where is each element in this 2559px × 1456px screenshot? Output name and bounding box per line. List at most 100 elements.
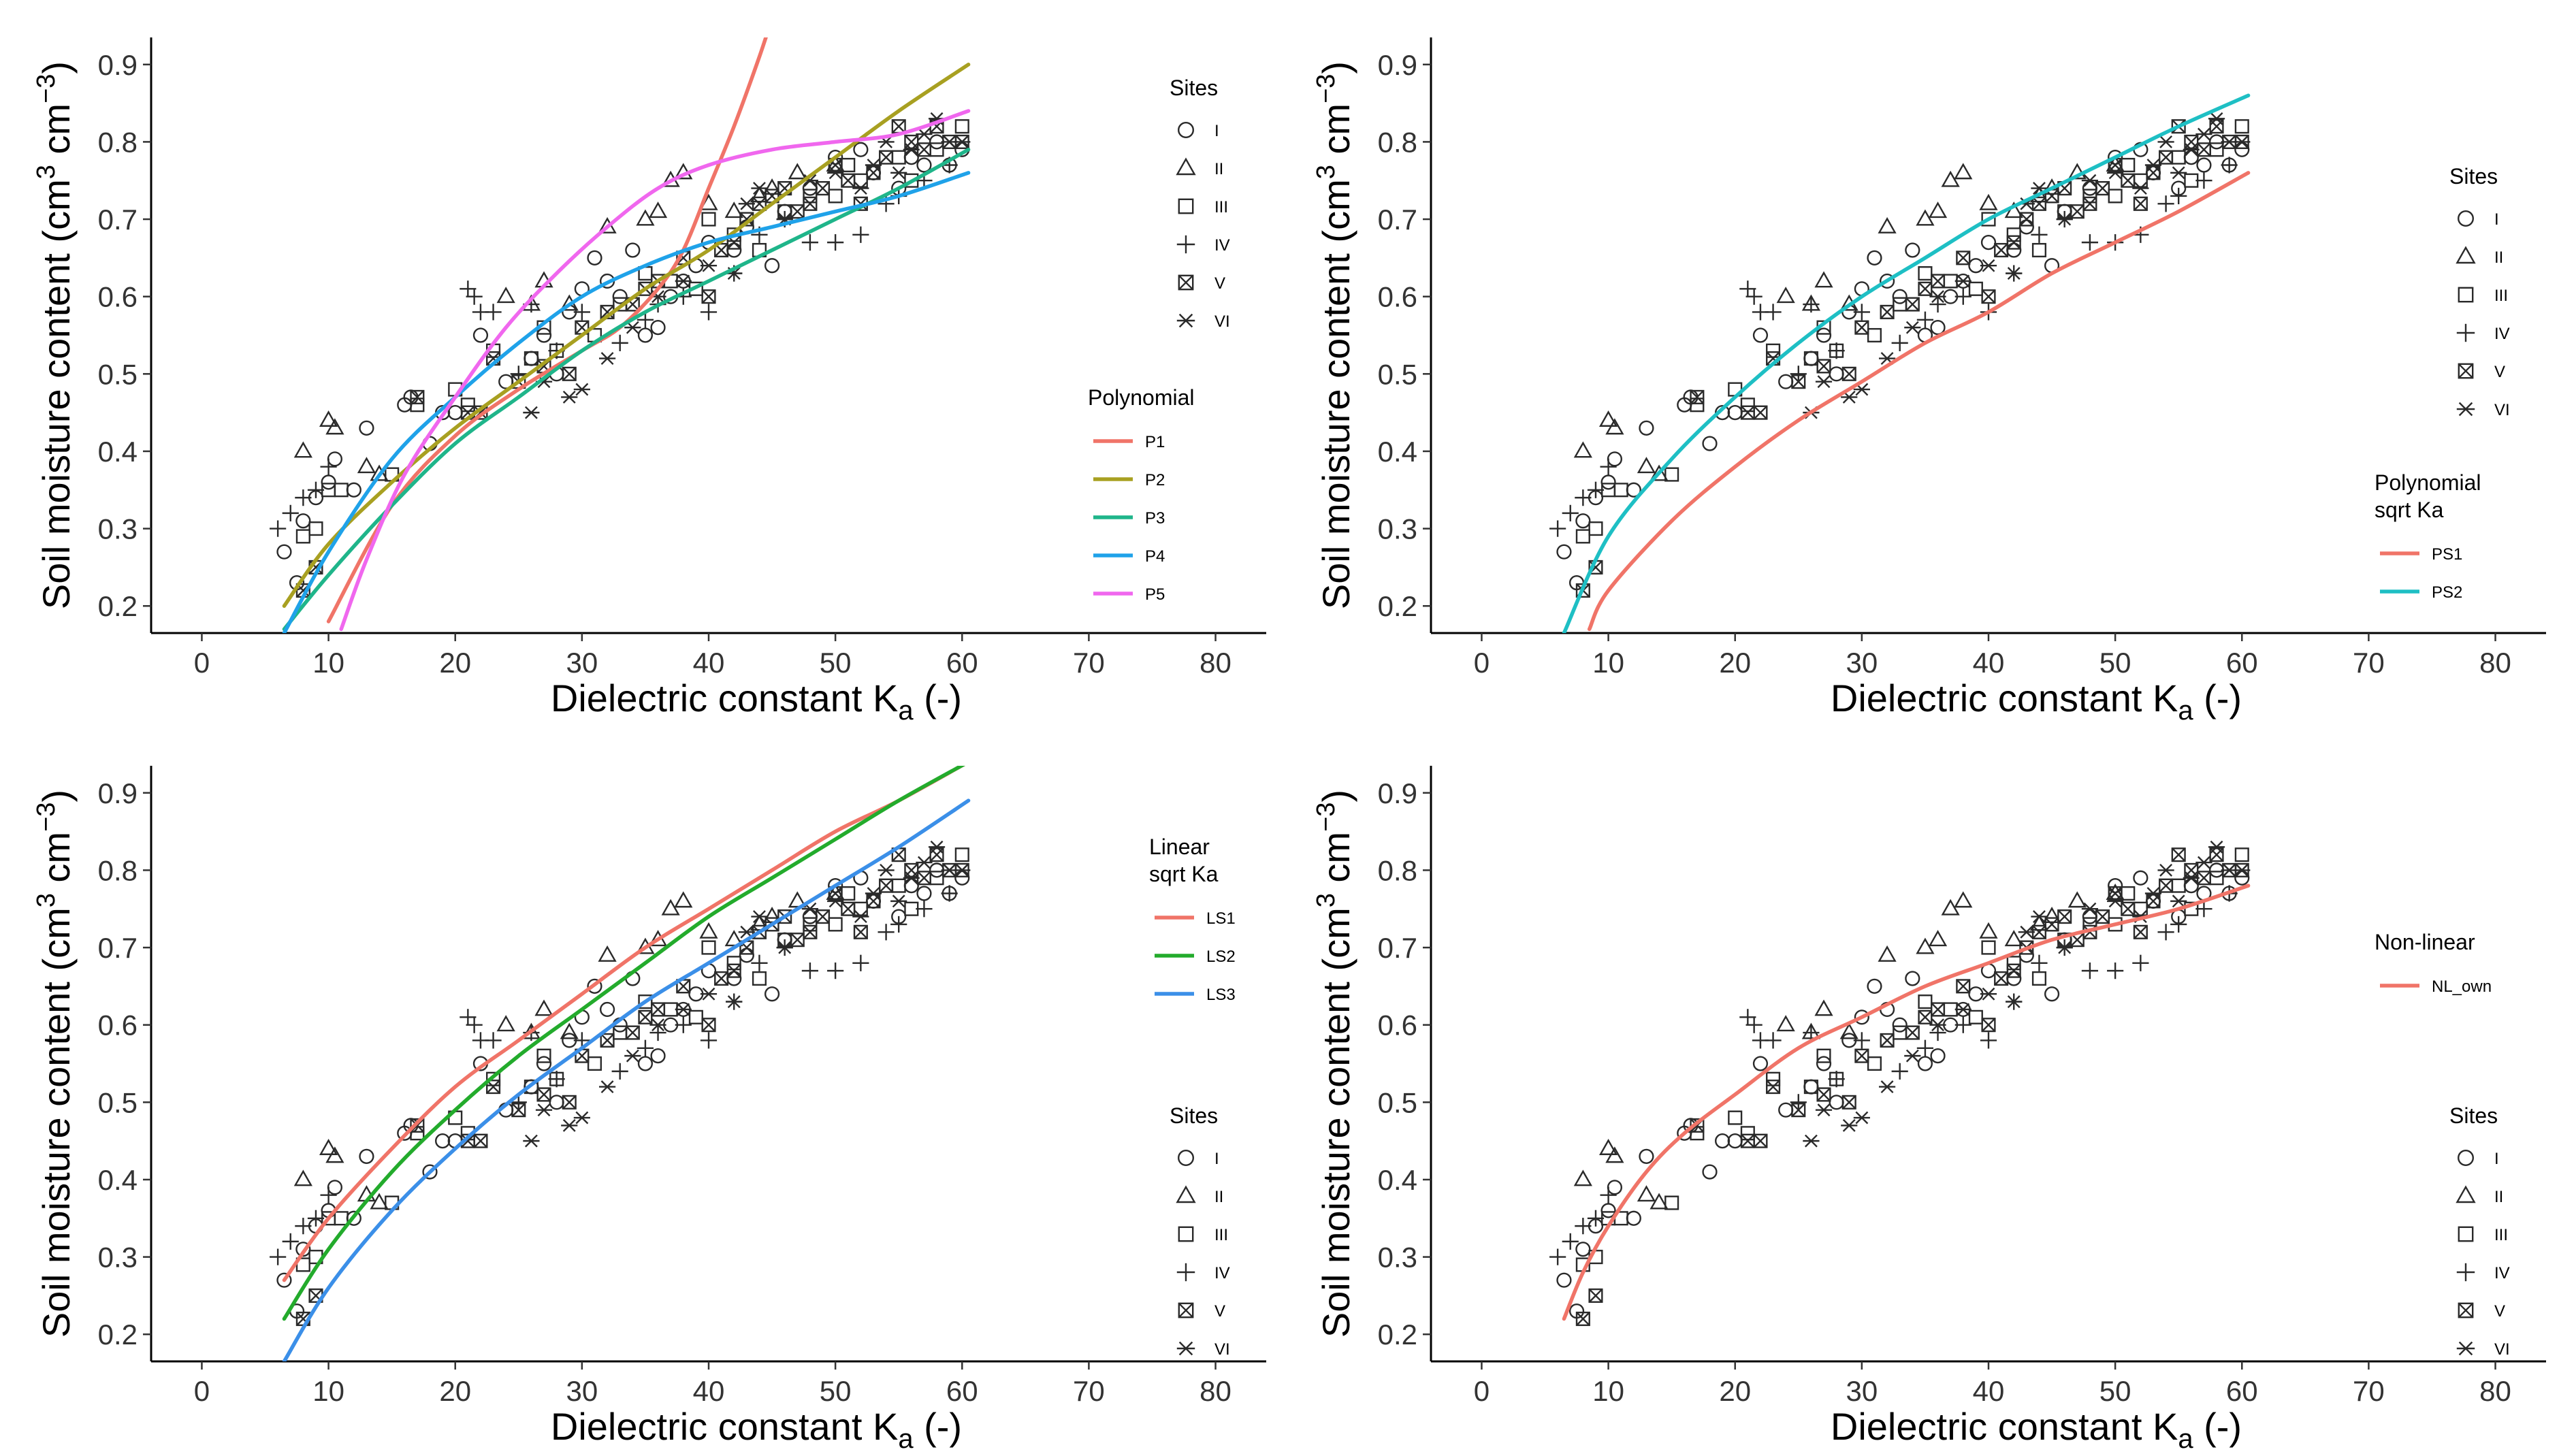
data-point-site-ii — [1649, 1193, 1669, 1210]
x-tick-label: 80 — [1200, 647, 1232, 679]
data-point-site-iii — [1918, 266, 1933, 281]
data-point-site-i — [447, 405, 463, 421]
legend-label-site-v: V — [1214, 274, 1225, 293]
data-point-site-v — [1816, 359, 1831, 374]
data-point-site-ii — [2004, 930, 2023, 947]
x-axis-title: Dielectric constant Ka (-) — [1831, 1405, 2242, 1454]
data-point-site-i — [2234, 142, 2250, 157]
data-point-site-vi — [2018, 925, 2035, 939]
data-point-site-iii — [2171, 150, 2186, 165]
data-point-site-v — [701, 1018, 716, 1033]
x-tick-label: 0 — [1474, 647, 1490, 679]
model-curves — [282, 37, 971, 633]
legend-key-site-i — [1177, 121, 1194, 138]
data-point-site-v — [410, 389, 425, 404]
data-point-site-vi — [2208, 112, 2225, 125]
legend-key-site-i — [1177, 1150, 1194, 1167]
data-point-site-i — [1867, 250, 1882, 265]
data-point-site-v — [1841, 1095, 1856, 1110]
x-tick-label: 50 — [2099, 647, 2131, 679]
x-tick-label: 10 — [1592, 1375, 1624, 1407]
legend-label-site-v: V — [2494, 363, 2505, 381]
data-point-site-i — [1556, 544, 1572, 560]
x-tick-label: 50 — [820, 1375, 852, 1407]
legend-label-site-iv: IV — [1214, 236, 1230, 255]
data-point-site-iv — [485, 1032, 502, 1049]
data-point-site-v — [1841, 366, 1856, 381]
data-point-site-iv — [295, 1218, 312, 1235]
data-point-site-i — [637, 1056, 654, 1071]
data-point-site-v — [904, 134, 919, 149]
y-tick-label: 0.9 — [1378, 49, 1417, 81]
data-point-site-ii — [1928, 201, 1948, 219]
data-point-site-ii — [1954, 163, 1973, 180]
data-point-site-v — [803, 196, 818, 211]
data-point-site-i — [2006, 242, 2022, 258]
data-point-site-v — [2184, 862, 2199, 877]
legend-label-p1: P1 — [1145, 433, 1165, 451]
data-point-site-vi — [1980, 987, 1997, 1001]
data-point-site-i — [2183, 150, 2199, 165]
observation-points — [1549, 840, 2251, 1327]
data-point-site-vi — [2234, 135, 2251, 148]
legend-label-site-ii: II — [1214, 160, 1223, 178]
data-point-site-iv — [2157, 195, 2174, 212]
data-point-site-i — [422, 1164, 438, 1180]
data-point-site-i — [1639, 420, 1654, 436]
data-point-site-iii — [1613, 483, 1628, 498]
data-point-site-i — [327, 1180, 342, 1195]
data-point-site-vi — [2144, 887, 2162, 900]
data-point-site-iii — [841, 157, 856, 173]
data-point-site-ii — [293, 441, 312, 458]
data-point-site-iii — [486, 1071, 501, 1086]
data-point-site-iii — [828, 189, 843, 204]
legend-key-site-vi — [1176, 1341, 1195, 1356]
data-point-site-ii — [1776, 287, 1795, 304]
data-point-site-vi — [2132, 182, 2149, 195]
data-point-site-v — [1791, 1103, 1806, 1118]
data-point-site-iv — [485, 304, 502, 321]
data-point-site-i — [2018, 219, 2034, 235]
data-point-site-v — [1981, 289, 1996, 304]
data-point-site-i — [1752, 1056, 1769, 1071]
data-point-site-v — [714, 971, 729, 986]
data-point-site-vi — [2056, 212, 2073, 226]
data-point-site-vi — [700, 259, 718, 272]
legend-label-ls3: LS3 — [1206, 986, 1236, 1004]
legend-sites-title: Sites — [2449, 1103, 2498, 1128]
data-point-site-v — [2095, 181, 2110, 196]
data-point-site-v — [625, 1025, 640, 1040]
data-point-site-iii — [1766, 1071, 1781, 1086]
data-point-site-i — [1727, 1133, 1743, 1149]
data-point-site-vi — [751, 182, 768, 195]
data-point-site-v — [790, 204, 805, 219]
data-point-site-v — [1956, 250, 1971, 265]
model-curves — [1562, 884, 2251, 1321]
data-point-site-ii — [357, 457, 376, 474]
data-point-site-vi — [523, 406, 540, 419]
data-point-site-vi — [598, 1080, 616, 1094]
y-tick-label: 0.3 — [98, 513, 138, 545]
data-point-site-v — [1956, 979, 1971, 994]
data-point-site-iv — [548, 1071, 565, 1088]
legend-models-title: sqrt Ka — [2375, 498, 2444, 522]
observation-points — [1549, 112, 2251, 598]
data-point-site-iii — [1766, 343, 1781, 358]
data-point-site-vi — [624, 321, 641, 334]
data-point-site-i — [1778, 1102, 1794, 1118]
data-point-site-i — [359, 420, 374, 436]
data-point-site-iii — [2234, 847, 2249, 862]
data-point-site-vi — [878, 863, 895, 877]
data-point-site-ii — [1605, 418, 1624, 435]
data-point-site-v — [562, 1095, 577, 1110]
x-tick-label: 20 — [1719, 1375, 1751, 1407]
data-point-site-v — [815, 181, 831, 196]
legend-label-site-vi: VI — [1214, 1340, 1230, 1359]
x-axis-title: Dielectric constant Ka (-) — [551, 1405, 962, 1454]
data-point-site-iii — [1867, 1056, 1882, 1071]
data-point-site-iv — [2107, 962, 2124, 980]
data-point-site-iii — [1893, 1025, 1908, 1040]
data-point-site-v — [879, 878, 894, 893]
data-point-site-v — [2133, 196, 2148, 211]
data-point-site-ii — [325, 418, 344, 435]
